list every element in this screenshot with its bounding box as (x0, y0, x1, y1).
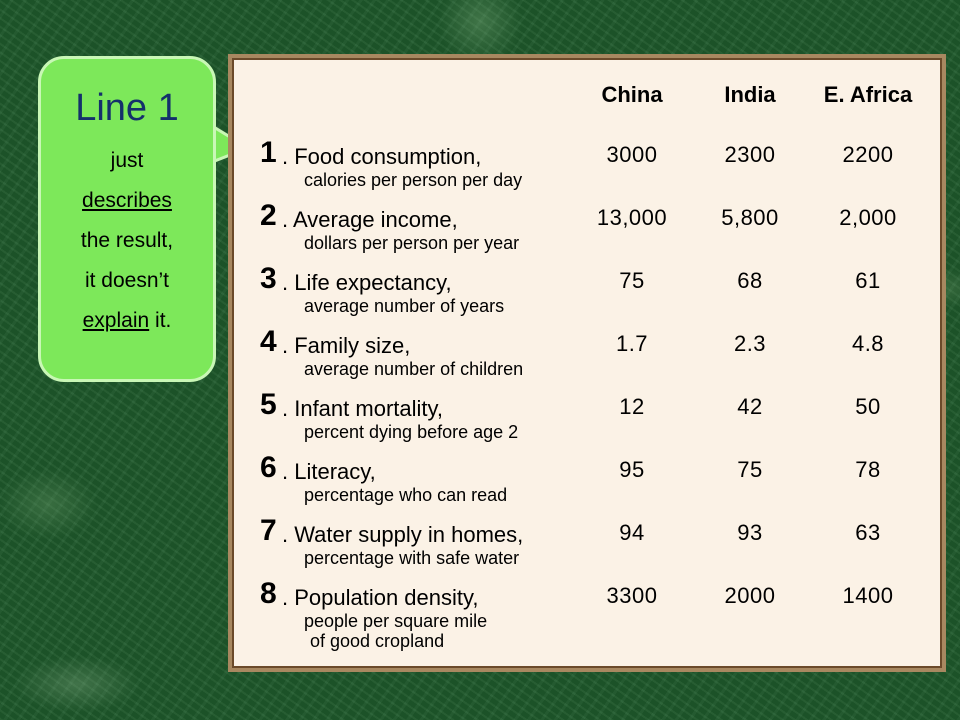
cell-value: 2300 (724, 142, 776, 167)
row-number: 5 (260, 388, 277, 421)
explain-word: explain (82, 309, 150, 332)
row-number: 1 (260, 136, 277, 169)
row-number: 6 (260, 451, 277, 484)
column-header-india: India (724, 82, 776, 107)
column-header-china: China (601, 82, 663, 107)
row-number: 8 (260, 577, 277, 610)
cell-value: 61 (855, 268, 881, 293)
row-label: . Water supply in homes, (282, 522, 524, 547)
data-table-panel: China India E. Africa 1. Food consumptio… (228, 54, 946, 672)
callout-line: it doesn’t (84, 269, 170, 292)
cell-value: 75 (619, 268, 645, 293)
row-sublabel: calories per person per day (304, 170, 523, 190)
row-label: . Literacy, (282, 459, 376, 484)
callout-line-describes: describes (82, 189, 172, 212)
table-row: 6. Literacy, percentage who can read 95 75 7… (258, 451, 938, 519)
cell-value: 94 (619, 520, 645, 545)
row-sublabel: dollars per person per year (304, 233, 520, 253)
row-number: 4 (260, 325, 277, 358)
row-label: . Family size, (282, 333, 411, 358)
cell-value: 3300 (606, 583, 658, 608)
callout-body: just describes the result, it doesn’t ex… (41, 141, 213, 341)
cell-value: 1.7 (615, 331, 649, 356)
column-header-east-africa: E. Africa (823, 82, 913, 107)
table-row: 3. Life expectancy, average number of yea… (258, 262, 938, 330)
row-sublabel: percentage who can read (304, 485, 508, 505)
row-label: . Infant mortality, (282, 396, 443, 421)
table-row: 7. Water supply in homes, percentage with… (258, 514, 938, 582)
cell-value: 3000 (606, 142, 658, 167)
table-row: 4. Family size, average number of childre… (258, 325, 938, 393)
row-sublabel-2: of good cropland (310, 631, 445, 651)
callout-box: Line 1 just describes the result, it doe… (38, 56, 216, 382)
row-sublabel: people per square mile (304, 611, 488, 631)
row-label: . Life expectancy, (282, 270, 452, 295)
cell-value: 2.3 (733, 331, 767, 356)
cell-value: 42 (737, 394, 763, 419)
cell-value: 68 (737, 268, 763, 293)
table-row: 8. Population density, people per square … (258, 577, 938, 651)
cell-value: 12 (619, 394, 645, 419)
explain-tail: it. (149, 309, 172, 332)
cell-value: 2200 (842, 142, 894, 167)
callout-line: the result, (80, 229, 174, 252)
callout-line: just (110, 149, 144, 172)
table-row: 5. Infant mortality, percent dying before… (258, 388, 938, 456)
row-label: . Average income, (282, 207, 458, 232)
callout-title: Line 1 (75, 87, 179, 129)
row-number: 2 (260, 199, 277, 232)
cell-value: 2,000 (839, 205, 897, 230)
row-label: . Population density, (282, 585, 479, 610)
table-row: 2. Average income, dollars per person per… (258, 199, 938, 267)
row-number: 3 (260, 262, 277, 295)
row-label: . Food consumption, (282, 144, 482, 169)
data-table: China India E. Africa 1. Food consumptio… (232, 58, 942, 668)
cell-value: 2000 (724, 583, 776, 608)
cell-value: 4.8 (851, 331, 885, 356)
cell-value: 5,800 (721, 205, 779, 230)
cell-value: 93 (737, 520, 763, 545)
cell-value: 75 (737, 457, 763, 482)
row-sublabel: average number of children (304, 359, 524, 379)
callout-line-explain: explain it. (41, 301, 213, 341)
cell-value: 78 (855, 457, 881, 482)
cell-value: 50 (855, 394, 881, 419)
cell-value: 95 (619, 457, 645, 482)
row-sublabel: average number of years (304, 296, 505, 316)
cell-value: 13,000 (596, 205, 668, 230)
table-row: 1. Food consumption, calories per person … (258, 136, 938, 204)
cell-value: 1400 (842, 583, 894, 608)
row-sublabel: percent dying before age 2 (304, 422, 519, 442)
row-number: 7 (260, 514, 277, 547)
row-sublabel: percentage with safe water (304, 548, 520, 568)
cell-value: 63 (855, 520, 881, 545)
